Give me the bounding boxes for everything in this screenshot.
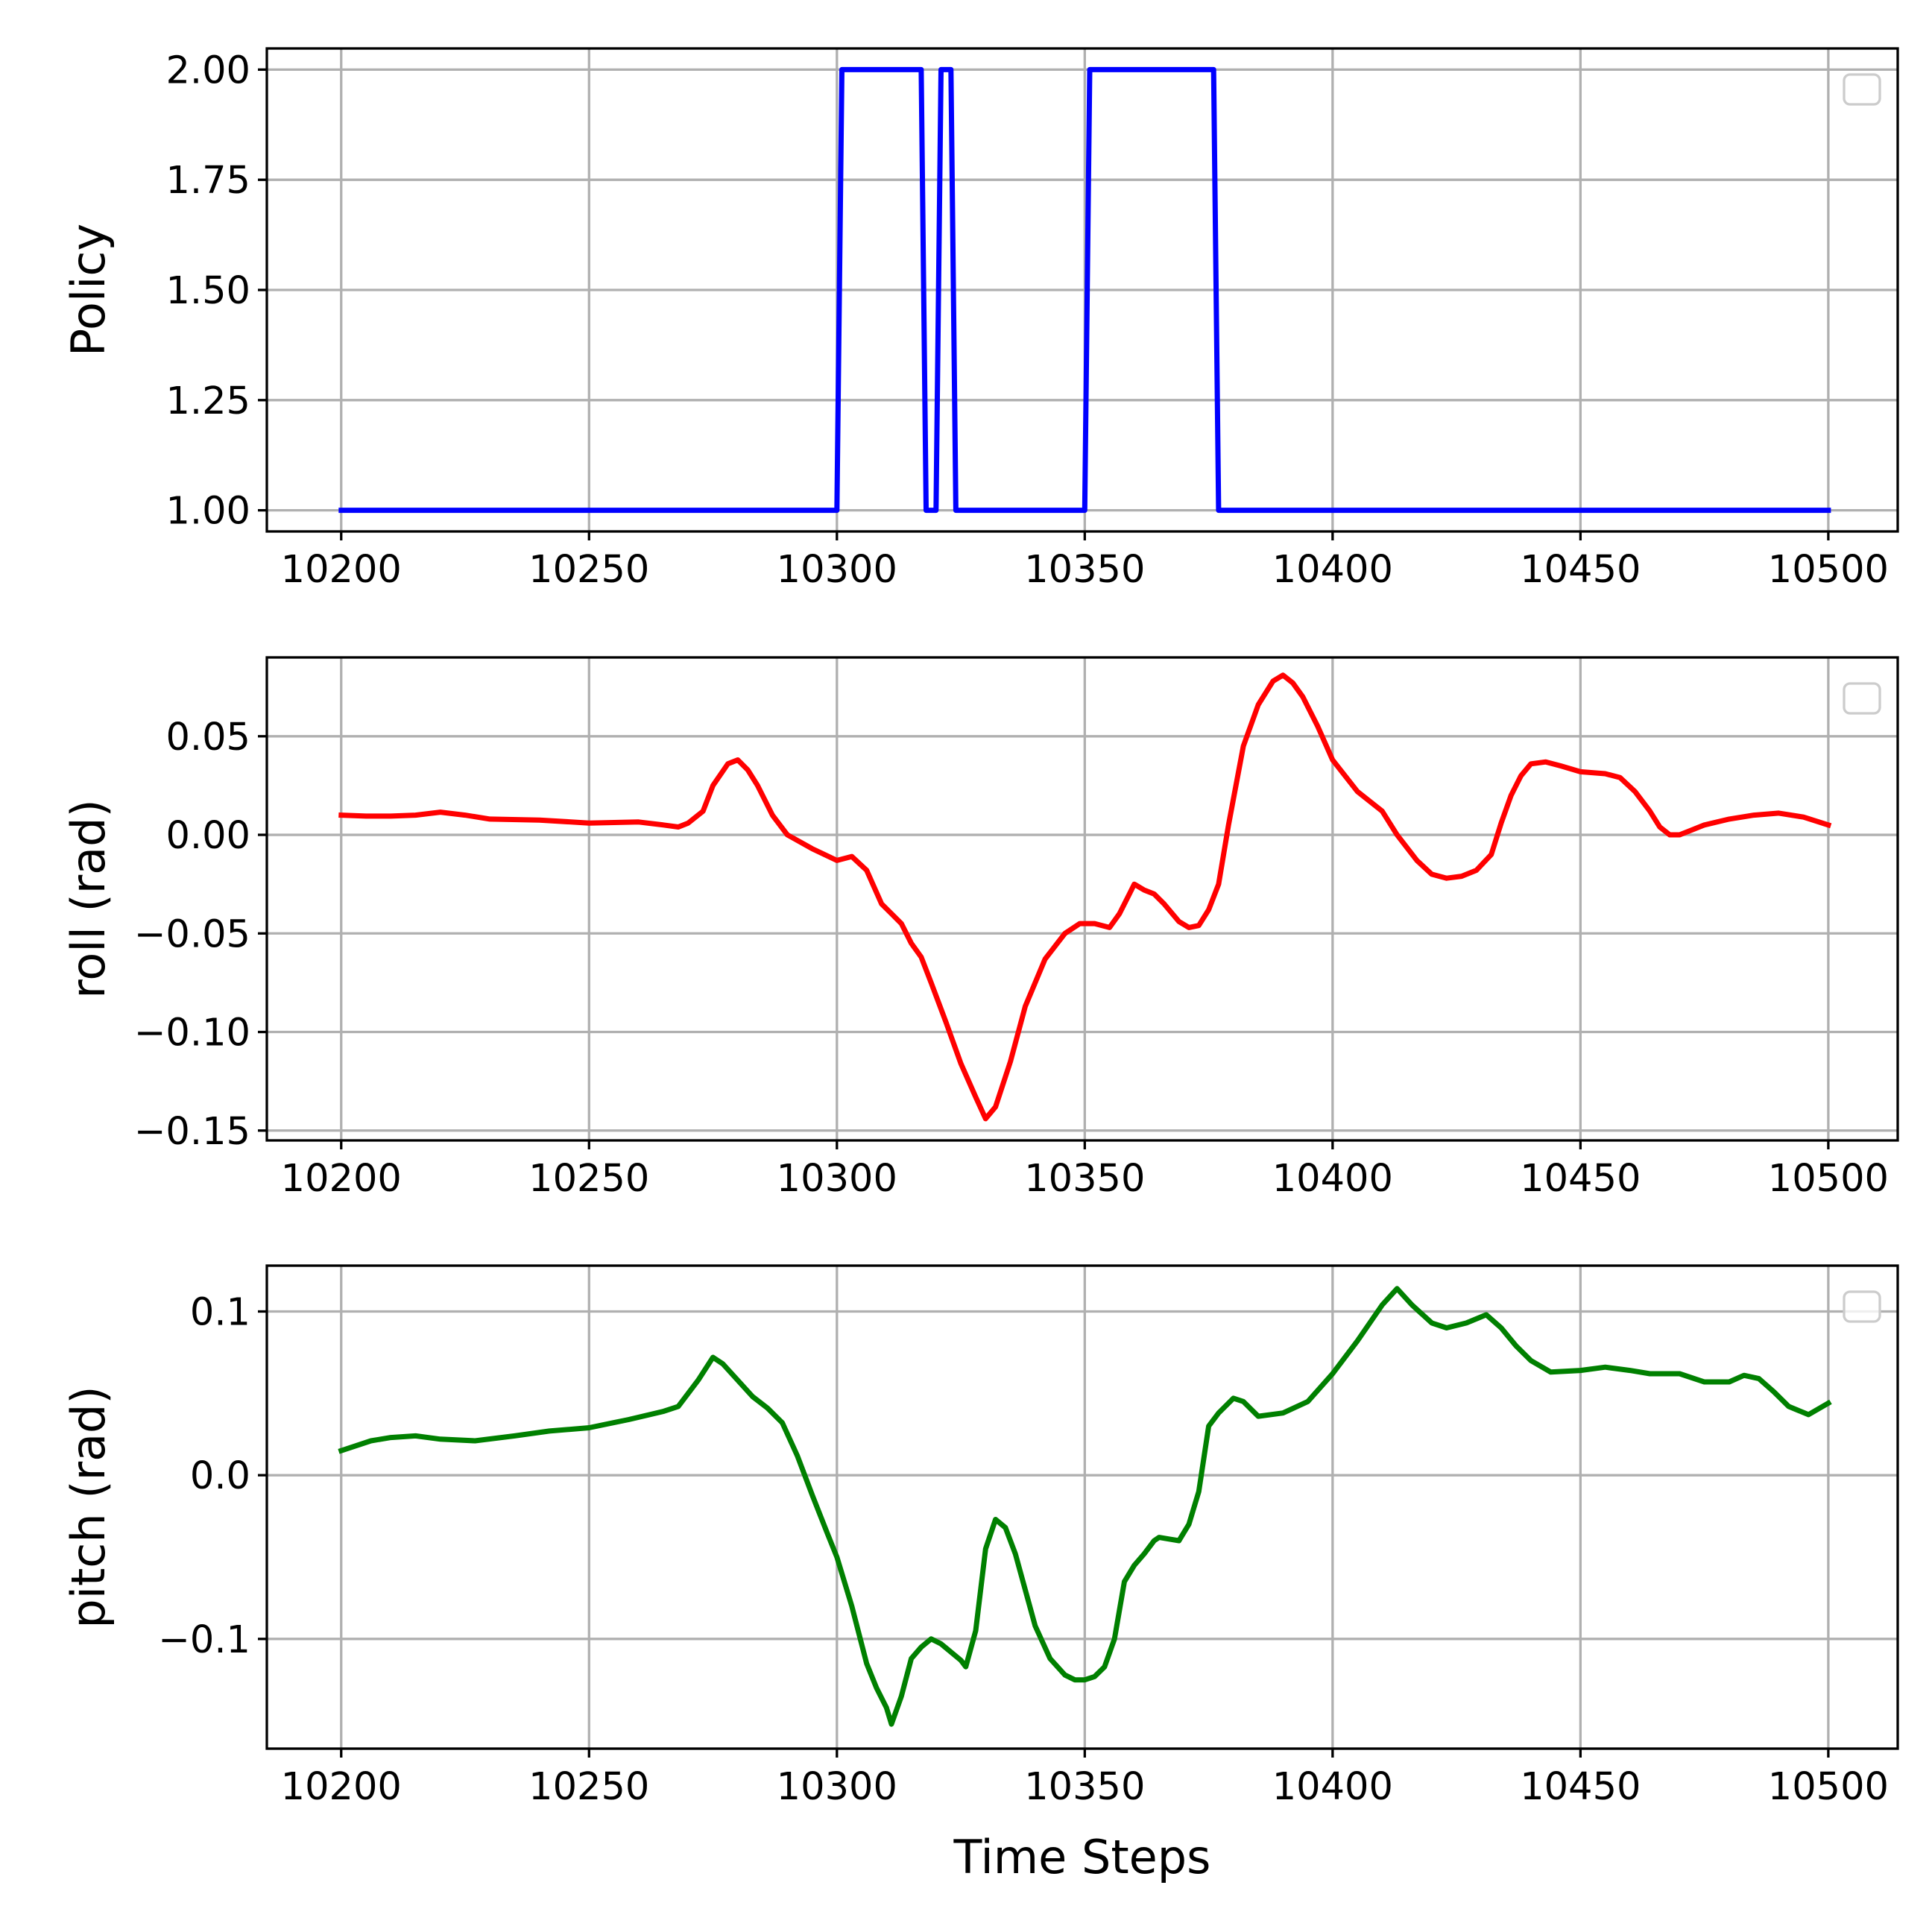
pitch-y-tick-label: 0.1 (190, 1291, 250, 1335)
x-axis-label: Time Steps (953, 1830, 1211, 1884)
policy-x-tick-label: 10500 (1768, 548, 1889, 592)
policy-x-tick-label: 10250 (528, 548, 649, 592)
policy-y-tick-label: 1.50 (165, 269, 250, 313)
roll-y-tick-label: −0.10 (134, 1011, 250, 1055)
roll-x-tick-label: 10200 (281, 1157, 402, 1201)
policy-x-tick-label: 10400 (1272, 548, 1393, 592)
policy-y-tick-label: 1.00 (165, 490, 250, 534)
pitch-x-tick-label: 10400 (1272, 1765, 1393, 1809)
policy-x-tick-label: 10450 (1520, 548, 1641, 592)
policy-x-tick-label: 10200 (281, 548, 402, 592)
policy-y-tick-label: 1.25 (165, 379, 250, 423)
pitch-x-tick-label: 10350 (1024, 1765, 1145, 1809)
roll-series-line (338, 672, 1832, 1122)
policy-panel: 10200 10250 10300 10350 10400 10450 10500 1.00 1… (61, 47, 1899, 592)
roll-panel: 10200 10250 10300 10350 10400 10450 10500 −0.15… (61, 656, 1899, 1201)
pitch-panel: 10200 10250 10300 10350 10400 10450 10500 −0.1 0… (61, 1264, 1899, 1809)
roll-y-tick-label: −0.05 (134, 912, 250, 956)
pitch-y-tick-label: −0.1 (158, 1618, 250, 1662)
pitch-x-tick-label: 10500 (1768, 1765, 1889, 1809)
policy-y-tick-label: 2.00 (165, 48, 250, 92)
pitch-y-tick-label: 0.0 (190, 1454, 250, 1498)
roll-y-axis-label: roll (rad) (61, 799, 116, 998)
roll-x-tick-label: 10300 (777, 1157, 897, 1201)
pitch-legend (1843, 1290, 1881, 1323)
roll-y-tick-label: 0.05 (165, 716, 250, 760)
policy-x-tick-label: 10350 (1024, 548, 1145, 592)
policy-x-tick-label: 10300 (777, 548, 897, 592)
policy-series-line (338, 66, 1831, 514)
policy-legend (1843, 73, 1881, 106)
policy-y-axis-label: Policy (61, 224, 116, 356)
roll-x-tick-label: 10400 (1272, 1157, 1393, 1201)
panels: 10200 10250 10300 10350 10400 10450 10500 1.00 1… (61, 47, 1899, 1809)
pitch-x-tick-label: 10200 (281, 1765, 402, 1809)
pitch-x-tick-label: 10250 (528, 1765, 649, 1809)
roll-axes-frame (265, 656, 1899, 1142)
pitch-x-tick-label: 10300 (777, 1765, 897, 1809)
pitch-series-line (338, 1286, 1832, 1727)
roll-y-tick-label: −0.15 (134, 1110, 250, 1154)
pitch-y-axis-label: pitch (rad) (61, 1386, 116, 1628)
roll-legend (1843, 682, 1881, 715)
roll-x-tick-label: 10450 (1520, 1157, 1641, 1201)
roll-y-tick-label: 0.00 (165, 814, 250, 858)
roll-x-tick-label: 10350 (1024, 1157, 1145, 1201)
pitch-axes-frame (265, 1264, 1899, 1750)
roll-x-tick-label: 10500 (1768, 1157, 1889, 1201)
policy-y-tick-label: 1.75 (165, 159, 250, 203)
pitch-x-tick-label: 10450 (1520, 1765, 1641, 1809)
roll-x-tick-label: 10250 (528, 1157, 649, 1201)
